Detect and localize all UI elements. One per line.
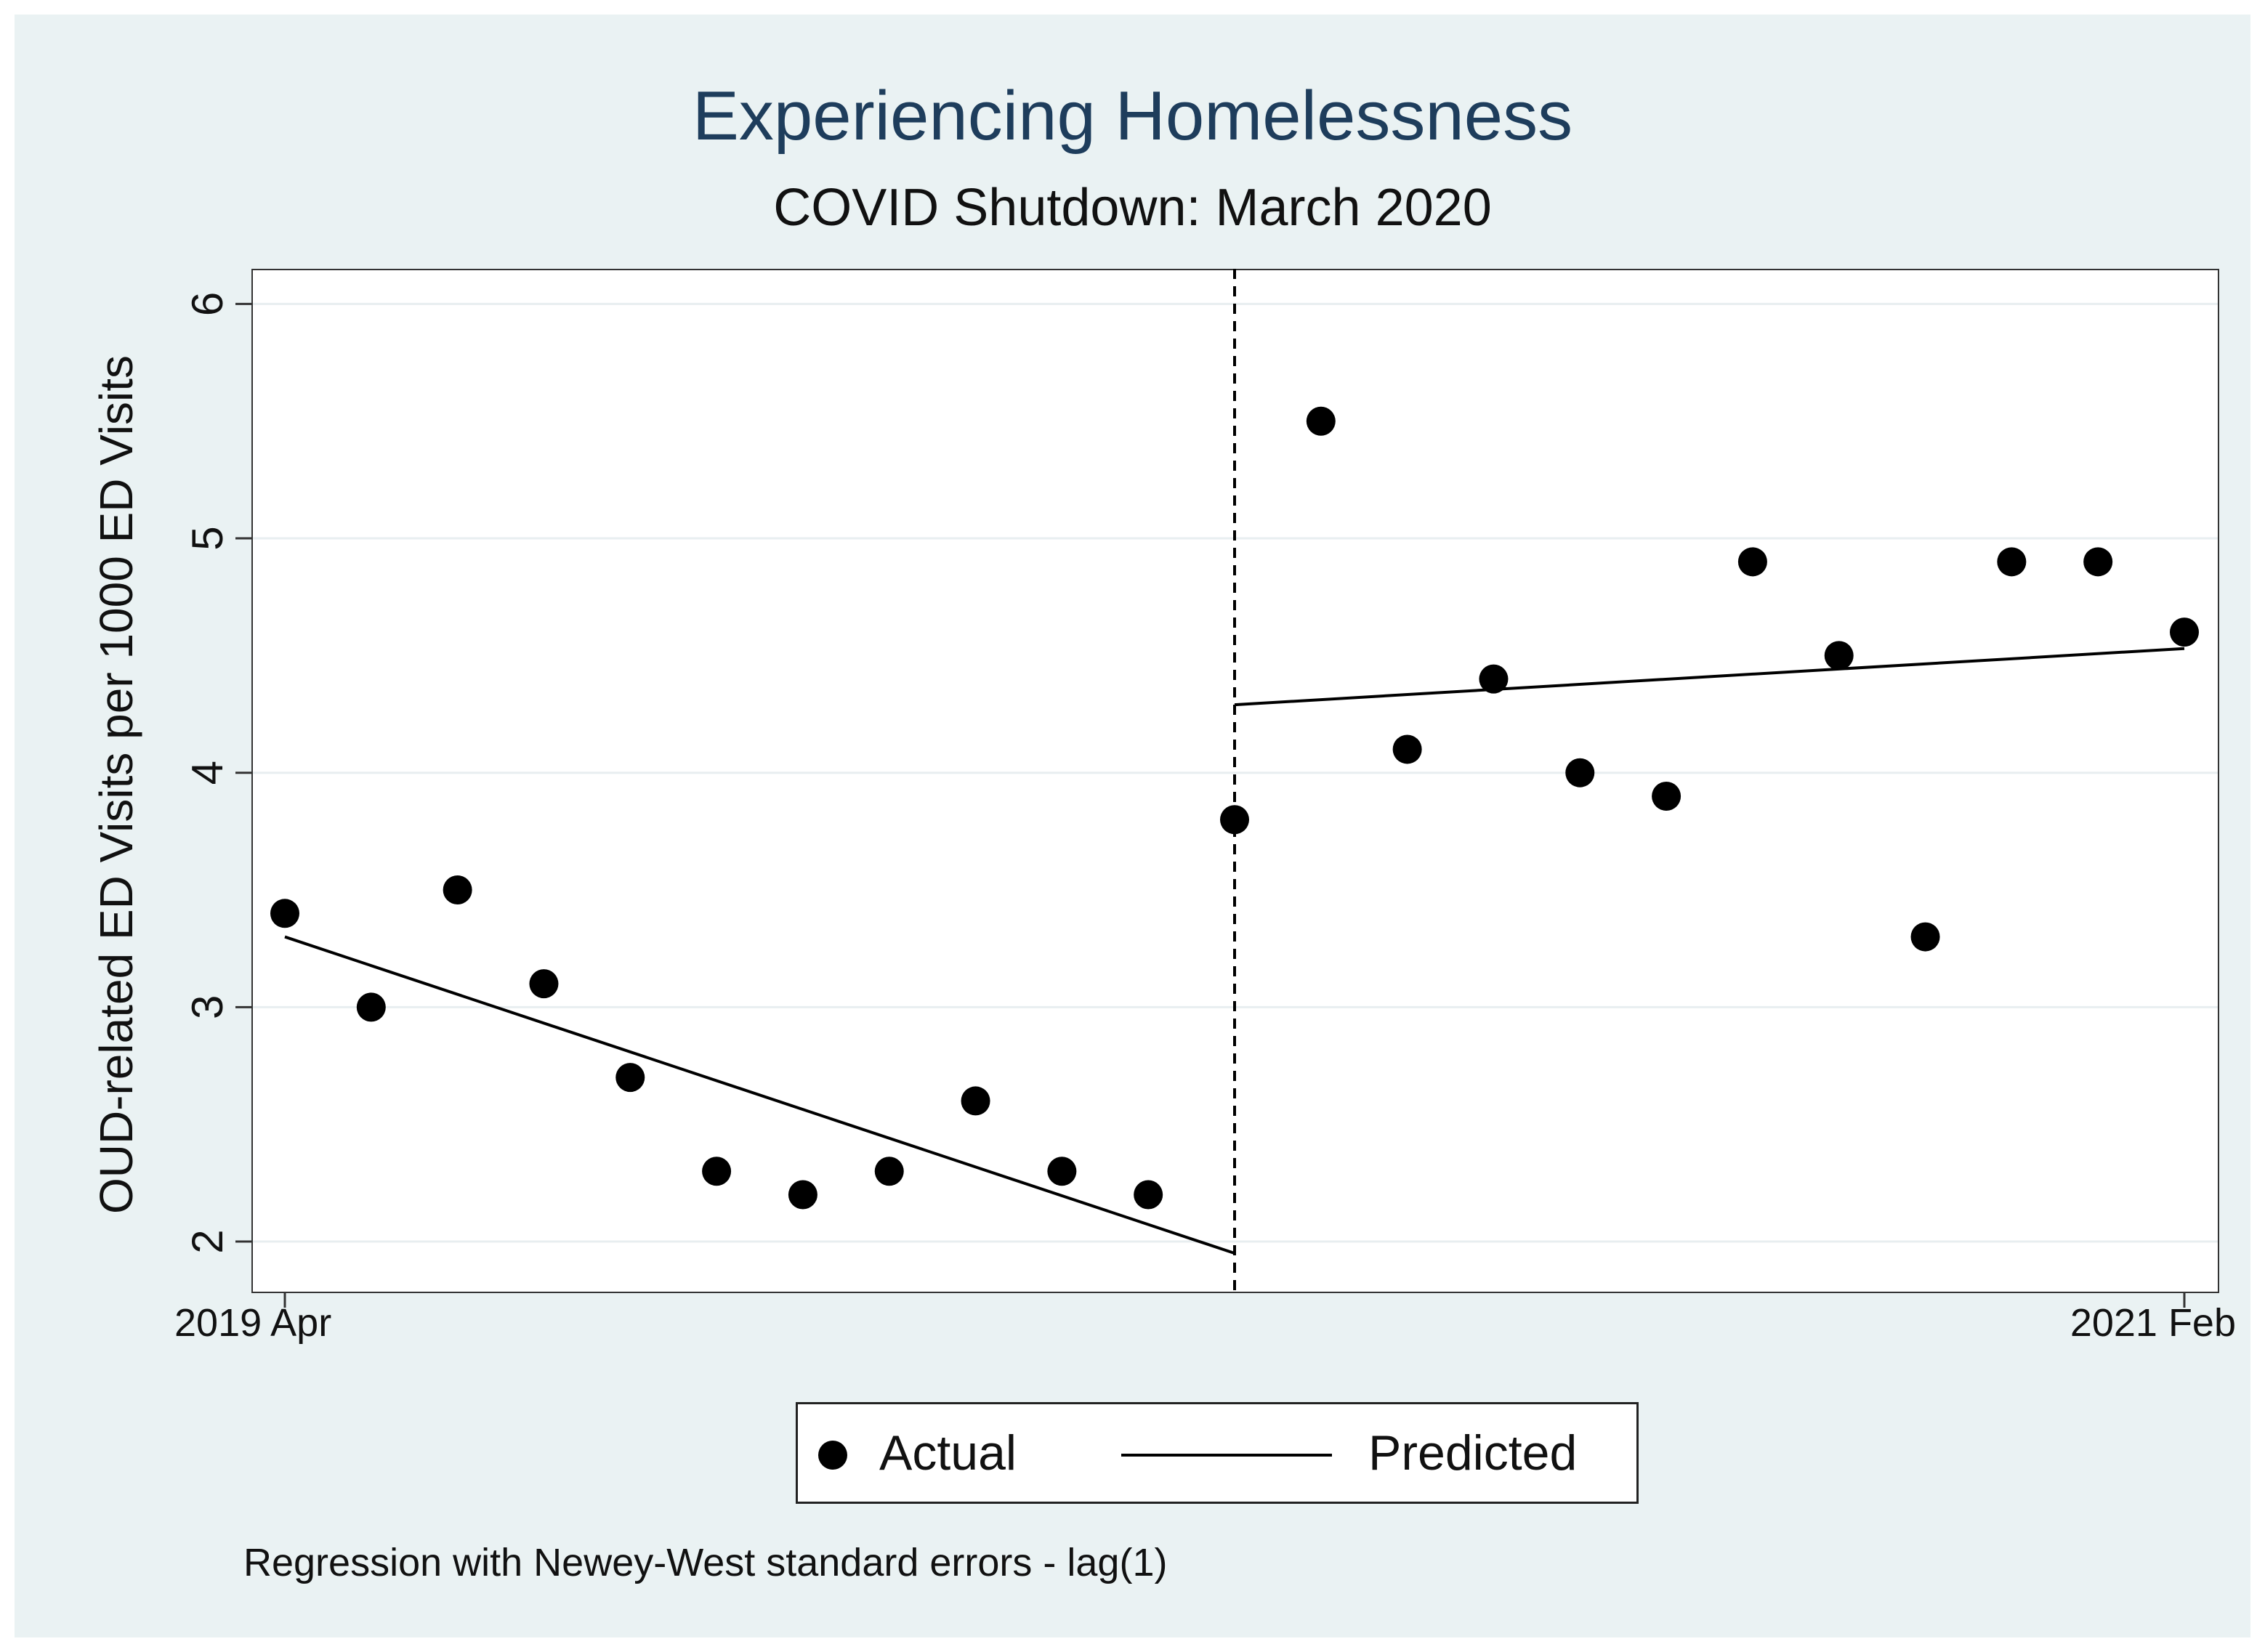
actual-point-21 bbox=[1997, 547, 2027, 577]
actual-point-22 bbox=[2083, 547, 2113, 577]
legend: Actual Predicted bbox=[796, 1402, 1639, 1504]
y-tick-label-4: 4 bbox=[183, 761, 232, 785]
legend-actual-marker bbox=[818, 1441, 847, 1470]
actual-point-8 bbox=[874, 1157, 904, 1186]
actual-point-23 bbox=[2170, 618, 2199, 647]
actual-point-14 bbox=[1392, 734, 1422, 764]
actual-point-19 bbox=[1824, 641, 1854, 671]
actual-point-6 bbox=[702, 1157, 732, 1186]
y-tick-label-5: 5 bbox=[183, 526, 232, 550]
actual-point-7 bbox=[788, 1180, 817, 1210]
chart-title: Experiencing Homelessness bbox=[692, 77, 1573, 155]
footnote: Regression with Newey-West standard erro… bbox=[243, 1541, 1168, 1584]
actual-point-16 bbox=[1565, 758, 1595, 787]
actual-point-9 bbox=[961, 1086, 990, 1116]
actual-point-3 bbox=[443, 875, 472, 905]
actual-point-13 bbox=[1306, 406, 1336, 436]
actual-point-15 bbox=[1479, 664, 1509, 694]
x-tick-label-last: 2021 Feb bbox=[2070, 1301, 2236, 1345]
actual-point-5 bbox=[615, 1063, 645, 1093]
actual-point-2 bbox=[356, 992, 386, 1022]
x-tick-label-first: 2019 Apr bbox=[174, 1301, 332, 1345]
predicted-line-segment-1 bbox=[284, 935, 1235, 1255]
actual-point-12 bbox=[1220, 805, 1249, 835]
y-tick-label-6: 6 bbox=[183, 292, 232, 316]
figure-background: Experiencing Homelessness COVID Shutdown… bbox=[15, 15, 2250, 1637]
y-tick-label-2: 2 bbox=[183, 1229, 232, 1253]
actual-point-1 bbox=[270, 899, 299, 928]
legend-predicted-label: Predicted bbox=[1368, 1425, 1578, 1481]
legend-symbols bbox=[818, 1441, 1332, 1470]
actual-point-4 bbox=[529, 969, 559, 999]
actual-point-11 bbox=[1134, 1180, 1163, 1210]
actual-point-20 bbox=[1910, 922, 1940, 952]
y-tick-label-3: 3 bbox=[183, 995, 232, 1019]
actual-point-18 bbox=[1737, 547, 1767, 577]
actual-point-17 bbox=[1652, 781, 1681, 811]
predicted-line-segment-2 bbox=[1234, 647, 2185, 707]
chart-canvas: 2 3 4 5 6 bbox=[183, 269, 2218, 1308]
chart-subtitle: COVID Shutdown: March 2020 bbox=[773, 179, 1492, 237]
legend-actual-label: Actual bbox=[879, 1425, 1017, 1481]
actual-point-10 bbox=[1047, 1157, 1077, 1186]
